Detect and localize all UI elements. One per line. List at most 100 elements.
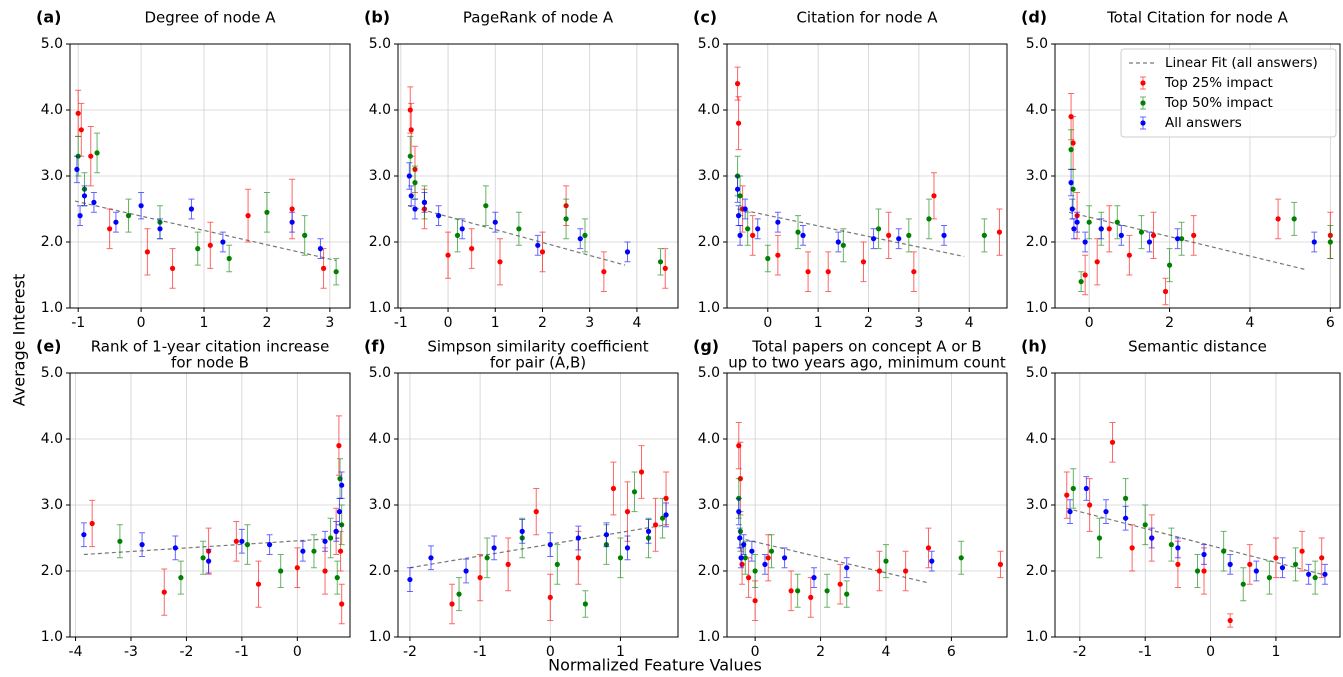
- point: [1138, 229, 1145, 235]
- point: [1279, 565, 1286, 571]
- point: [788, 588, 794, 594]
- legend-swatch: [1140, 80, 1146, 86]
- point: [1074, 219, 1080, 225]
- point: [837, 581, 843, 587]
- fit-line: [1066, 507, 1322, 575]
- y-tick-label: 1.0: [41, 300, 63, 316]
- point: [575, 555, 581, 561]
- point: [88, 153, 94, 159]
- point: [322, 538, 328, 544]
- axes-frame: [726, 43, 1008, 309]
- point: [107, 226, 113, 232]
- point: [1129, 545, 1135, 551]
- point: [255, 581, 262, 587]
- point: [195, 246, 201, 252]
- x-tick-label: -1: [1138, 644, 1152, 660]
- point: [1175, 561, 1181, 568]
- point: [738, 555, 744, 561]
- point: [808, 594, 814, 601]
- point: [244, 542, 251, 548]
- panel-title: Citation for node A: [796, 9, 938, 27]
- legend-swatch: [1140, 100, 1146, 106]
- x-tick-label: 2: [816, 644, 825, 660]
- x-tick-label: 3: [325, 315, 334, 331]
- point: [469, 246, 475, 252]
- point: [610, 485, 617, 492]
- axes-frame: [397, 43, 679, 309]
- point: [1312, 575, 1318, 581]
- y-tick-label: 5.0: [698, 365, 720, 381]
- point: [1175, 545, 1181, 551]
- point: [624, 509, 631, 515]
- point: [1227, 617, 1233, 624]
- point: [737, 193, 743, 199]
- point: [981, 232, 987, 238]
- point: [454, 232, 461, 238]
- y-tick-label: 4.0: [369, 102, 391, 118]
- point: [739, 561, 745, 568]
- x-tick-label: 2: [1165, 315, 1174, 331]
- point: [1122, 495, 1129, 501]
- point: [742, 206, 748, 212]
- y-tick-label: 3.0: [369, 497, 391, 513]
- point: [1067, 509, 1073, 515]
- y-tick-label: 5.0: [698, 36, 720, 52]
- point: [407, 576, 413, 583]
- point: [1118, 232, 1124, 238]
- point: [926, 216, 932, 222]
- x-tick-label: 1: [616, 644, 625, 660]
- y-tick-label: 2.0: [1026, 563, 1048, 579]
- x-tick-label: 1: [1271, 644, 1280, 660]
- point: [408, 193, 414, 199]
- point: [1064, 492, 1070, 498]
- point: [958, 555, 964, 561]
- point: [1096, 535, 1103, 541]
- fit-line: [407, 205, 626, 266]
- x-tick-label: 2: [262, 315, 271, 331]
- point: [1311, 239, 1317, 245]
- point: [752, 568, 758, 574]
- y-tick-label: 3.0: [698, 497, 720, 513]
- point: [302, 232, 308, 238]
- y-tick-label: 5.0: [1026, 365, 1048, 381]
- point: [91, 199, 97, 205]
- panel-title: up to two years ago, minimum count: [728, 354, 1006, 372]
- point: [406, 173, 412, 179]
- point: [320, 265, 327, 271]
- point: [327, 535, 334, 541]
- panel-label: (g): [693, 337, 719, 356]
- point: [188, 206, 195, 212]
- point: [929, 558, 935, 564]
- point: [1201, 568, 1207, 574]
- point: [1122, 515, 1129, 521]
- x-tick-label: 0: [137, 315, 146, 331]
- y-tick-label: 2.0: [41, 234, 63, 250]
- x-tick-label: 2: [864, 315, 873, 331]
- point: [233, 538, 239, 544]
- point: [1106, 226, 1112, 232]
- point: [844, 591, 850, 597]
- y-tick-label: 3.0: [41, 168, 63, 184]
- plot-area: [738, 537, 929, 584]
- legend-box: [1120, 48, 1337, 138]
- point: [1094, 259, 1100, 265]
- point: [603, 532, 610, 538]
- panel-title: Rank of 1-year citation increase: [91, 338, 330, 356]
- point: [736, 509, 742, 515]
- point: [1082, 272, 1088, 278]
- point: [77, 213, 83, 219]
- point: [322, 568, 328, 574]
- legend-label: Linear Fit (all answers): [1165, 55, 1318, 71]
- fit-line: [1068, 211, 1307, 271]
- point: [1150, 232, 1157, 238]
- point: [941, 232, 947, 238]
- point: [339, 482, 345, 488]
- y-tick-label: 2.0: [41, 563, 63, 579]
- point: [645, 528, 652, 535]
- panel-title: PageRank of node A: [463, 9, 614, 27]
- point: [737, 535, 743, 541]
- point: [735, 120, 742, 126]
- point: [741, 542, 747, 548]
- point: [1273, 555, 1279, 561]
- point: [825, 269, 831, 275]
